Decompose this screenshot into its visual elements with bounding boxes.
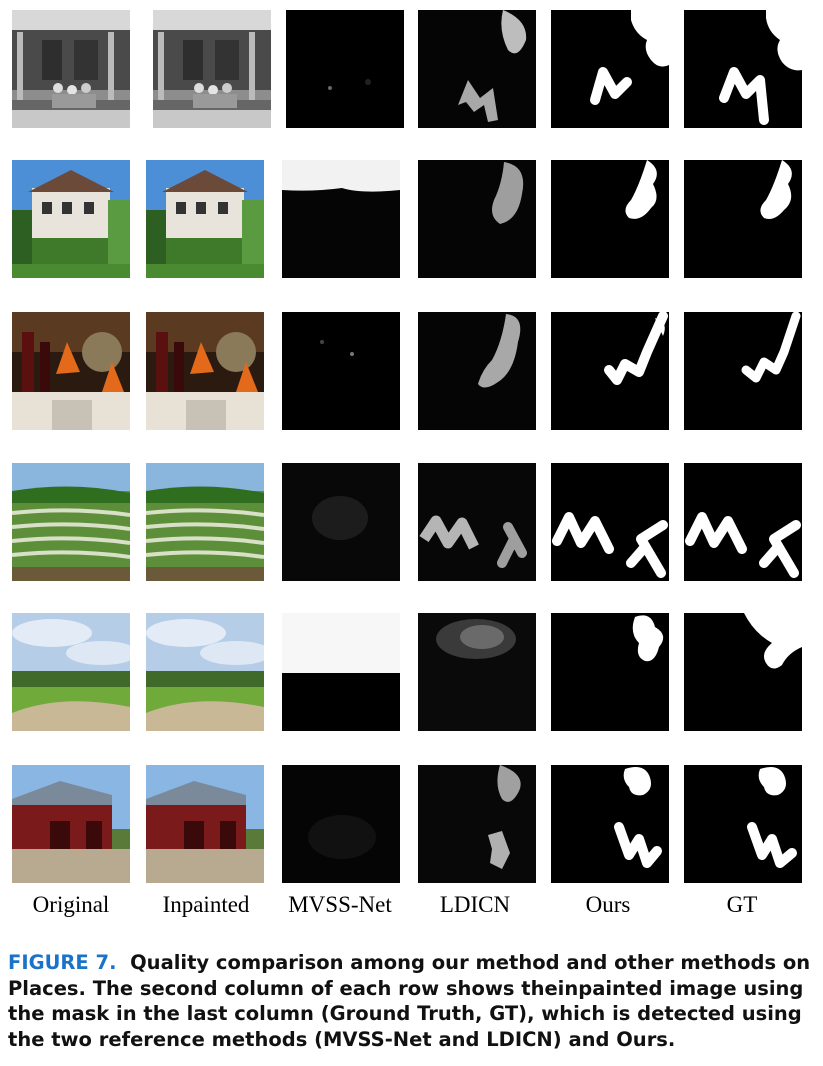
row1-gt-mask [684, 10, 802, 128]
column-label-inpainted: Inpainted [162, 892, 250, 917]
row1-ldicn-mask [418, 10, 536, 128]
caption-text: Quality comparison among our method and … [8, 951, 811, 1051]
row5-gt-mask [684, 613, 802, 731]
row5-ldicn-mask [418, 613, 536, 731]
row6-inpainted-image [146, 765, 264, 883]
row2-mvss-net-mask [282, 160, 400, 278]
row6-ours-mask [551, 765, 669, 883]
row1-ours-mask [551, 10, 669, 128]
column-label-mvss-net: MVSS-Net [288, 892, 392, 917]
row2-gt-mask [684, 160, 802, 278]
column-label-ours: Ours [585, 892, 631, 917]
row4-ours-mask [551, 463, 669, 581]
column-label-original: Original [32, 892, 110, 917]
row4-gt-mask [684, 463, 802, 581]
row3-inpainted-image [146, 312, 264, 430]
column-label-ldicn: LDICN [439, 892, 511, 917]
row2-ours-mask [551, 160, 669, 278]
row3-ours-mask [551, 312, 669, 430]
row4-inpainted-image [146, 463, 264, 581]
row6-ldicn-mask [418, 765, 536, 883]
row5-ours-mask [551, 613, 669, 731]
row2-inpainted-image [146, 160, 264, 278]
row2-ldicn-mask [418, 160, 536, 278]
row3-ldicn-mask [418, 312, 536, 430]
row3-original-image [12, 312, 130, 430]
row1-mvss-net-mask [286, 10, 404, 128]
row5-mvss-net-mask [282, 613, 400, 731]
row6-mvss-net-mask [282, 765, 400, 883]
row4-mvss-net-mask [282, 463, 400, 581]
row5-original-image [12, 613, 130, 731]
row1-inpainted-image [153, 10, 271, 128]
row4-ldicn-mask [418, 463, 536, 581]
figure-number-label: FIGURE 7. [8, 951, 117, 974]
row5-inpainted-image [146, 613, 264, 731]
figure-caption: FIGURE 7. Quality comparison among our m… [8, 950, 816, 1052]
row6-original-image [12, 765, 130, 883]
column-label-gt: GT [726, 892, 758, 917]
row3-gt-mask [684, 312, 802, 430]
row3-mvss-net-mask [282, 312, 400, 430]
row6-gt-mask [684, 765, 802, 883]
row4-original-image [12, 463, 130, 581]
row1-original-image [12, 10, 130, 128]
row2-original-image [12, 160, 130, 278]
